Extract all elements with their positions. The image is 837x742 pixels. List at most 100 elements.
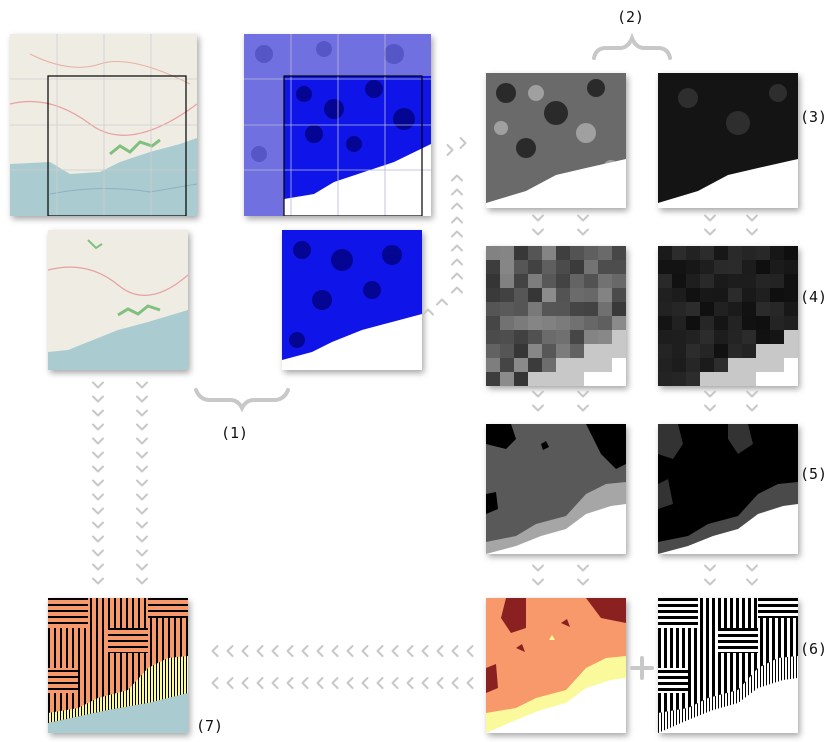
arrow-chevron bbox=[136, 549, 148, 557]
arrow-chevron bbox=[136, 563, 148, 571]
arrow-chevron bbox=[532, 564, 544, 572]
cropped-blue-region-map bbox=[282, 230, 422, 370]
arrow-chevron bbox=[577, 578, 589, 586]
arrow-chevron bbox=[406, 645, 414, 657]
arrow-chevron bbox=[346, 645, 354, 657]
voronoi-gray-map-left bbox=[486, 73, 626, 208]
arrow-chevron bbox=[301, 645, 309, 657]
arrow-chevron bbox=[211, 645, 219, 657]
arrow-chevron bbox=[451, 258, 463, 266]
arrow-chevron bbox=[136, 381, 148, 389]
arrow-chevron bbox=[436, 298, 448, 306]
arrow-chevron bbox=[331, 645, 339, 657]
arrow-chevron bbox=[92, 381, 104, 389]
arrow-chevron bbox=[226, 645, 234, 657]
smoothed-gray-map-left bbox=[486, 424, 626, 554]
arrow-chevron bbox=[704, 564, 716, 572]
plus-sign bbox=[630, 656, 654, 680]
arrow-chevron bbox=[136, 577, 148, 585]
arrow-chevron bbox=[346, 677, 354, 689]
arrow-chevron bbox=[532, 404, 544, 412]
arrow-chevron bbox=[451, 645, 459, 657]
step-label-1: (1) bbox=[221, 424, 249, 442]
arrow-chevron bbox=[211, 677, 219, 689]
step-label-6: (6) bbox=[800, 640, 828, 658]
arrow-chevron bbox=[92, 493, 104, 501]
arrow-chevron bbox=[704, 214, 716, 222]
arrow-chevron bbox=[704, 578, 716, 586]
arrow-chevron bbox=[466, 645, 474, 657]
arrow-chevron bbox=[532, 228, 544, 236]
arrow-chevron bbox=[746, 578, 758, 586]
arrow-chevron bbox=[241, 677, 249, 689]
arrow-chevron bbox=[92, 451, 104, 459]
arrow-chevron bbox=[451, 216, 463, 224]
cropped-osm-map bbox=[48, 230, 188, 370]
arrow-chevron bbox=[406, 677, 414, 689]
arrow-chevron bbox=[532, 214, 544, 222]
step-label-5: (5) bbox=[800, 465, 828, 483]
voronoi-dark-map-right bbox=[658, 73, 798, 208]
step-label-4: (4) bbox=[800, 288, 828, 306]
arrow-chevron bbox=[92, 563, 104, 571]
arrow-chevron bbox=[301, 677, 309, 689]
arrow-chevron bbox=[446, 144, 454, 156]
arrow-chevron bbox=[241, 645, 249, 657]
arrow-chevron bbox=[422, 308, 434, 316]
arrow-chevron bbox=[376, 677, 384, 689]
arrow-chevron bbox=[704, 390, 716, 398]
arrow-chevron bbox=[577, 214, 589, 222]
arrow-chevron bbox=[136, 437, 148, 445]
arrow-chevron bbox=[746, 404, 758, 412]
arrow-chevron bbox=[316, 645, 324, 657]
step-label-7: (7) bbox=[196, 717, 224, 735]
arrow-chevron bbox=[256, 677, 264, 689]
arrow-chevron bbox=[136, 395, 148, 403]
step-label-3: (3) bbox=[800, 108, 828, 126]
arrow-chevron bbox=[391, 677, 399, 689]
arrow-chevron bbox=[746, 390, 758, 398]
arrow-chevron bbox=[92, 479, 104, 487]
arrow-chevron bbox=[92, 535, 104, 543]
arrow-chevron bbox=[577, 390, 589, 398]
arrow-chevron bbox=[704, 404, 716, 412]
arrow-chevron bbox=[746, 228, 758, 236]
colored-region-map bbox=[486, 598, 626, 733]
arrow-chevron bbox=[136, 493, 148, 501]
arrow-chevron bbox=[451, 286, 463, 294]
arrow-chevron bbox=[136, 423, 148, 431]
arrow-chevron bbox=[136, 479, 148, 487]
arrow-chevron bbox=[376, 645, 384, 657]
blue-region-map-with-tile-grid bbox=[244, 34, 431, 216]
arrow-chevron bbox=[136, 451, 148, 459]
arrow-chevron bbox=[466, 677, 474, 689]
arrow-chevron bbox=[451, 677, 459, 689]
arrow-chevron bbox=[286, 677, 294, 689]
arrow-chevron bbox=[436, 677, 444, 689]
arrow-chevron bbox=[136, 507, 148, 515]
arrow-chevron bbox=[451, 272, 463, 280]
arrow-chevron bbox=[361, 645, 369, 657]
arrow-chevron bbox=[436, 645, 444, 657]
arrow-chevron bbox=[451, 174, 463, 182]
arrow-chevron bbox=[331, 677, 339, 689]
arrow-chevron bbox=[286, 645, 294, 657]
arrow-chevron bbox=[451, 244, 463, 252]
arrow-chevron bbox=[92, 577, 104, 585]
arrow-chevron bbox=[226, 677, 234, 689]
arrow-chevron bbox=[271, 677, 279, 689]
arrow-chevron bbox=[136, 409, 148, 417]
brace-2 bbox=[592, 32, 672, 60]
arrow-chevron bbox=[451, 202, 463, 210]
arrow-chevron bbox=[92, 409, 104, 417]
arrow-chevron bbox=[421, 677, 429, 689]
arrow-chevron bbox=[746, 214, 758, 222]
arrow-chevron bbox=[361, 677, 369, 689]
pixelated-dark-map-right bbox=[658, 246, 798, 386]
arrow-chevron bbox=[459, 137, 467, 149]
arrow-chevron bbox=[391, 645, 399, 657]
arrow-chevron bbox=[746, 564, 758, 572]
arrow-chevron bbox=[577, 564, 589, 572]
osm-map-with-tile-grid bbox=[10, 34, 197, 216]
arrow-chevron bbox=[136, 465, 148, 473]
